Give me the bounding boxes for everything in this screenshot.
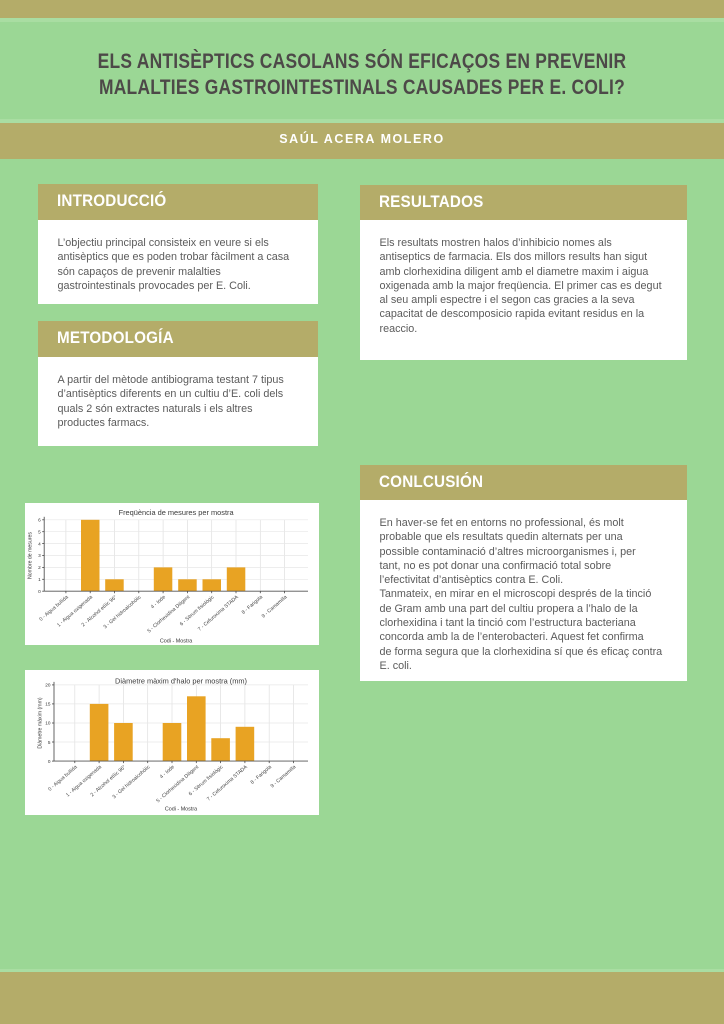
svg-text:2: 2 (38, 565, 41, 570)
svg-text:5 - Clorhexidina Diligent: 5 - Clorhexidina Diligent (146, 593, 191, 633)
svg-text:10: 10 (45, 721, 51, 726)
svg-text:Diàmetre màxim (mm): Diàmetre màxim (mm) (37, 697, 43, 749)
svg-text:9 - Camamilla: 9 - Camamilla (269, 764, 297, 789)
svg-text:6: 6 (38, 517, 41, 522)
svg-text:Diàmetre màxim d'halo per most: Diàmetre màxim d'halo per mostra (mm) (114, 677, 246, 686)
svg-text:5: 5 (38, 529, 41, 534)
svg-text:20: 20 (45, 683, 51, 688)
svg-text:4: 4 (38, 541, 41, 546)
svg-text:5: 5 (47, 740, 50, 745)
svg-text:15: 15 (45, 702, 51, 707)
svg-text:0: 0 (38, 588, 41, 593)
svg-text:8 - Farigola: 8 - Farigola (240, 594, 264, 616)
svg-text:3: 3 (38, 553, 41, 558)
svg-text:9 - Camamilla: 9 - Camamilla (260, 594, 288, 619)
svg-text:Codi - Mostra: Codi - Mostra (164, 807, 196, 813)
svg-text:4 - Iode: 4 - Iode (158, 764, 175, 780)
svg-text:Nombre de mesures: Nombre de mesures (27, 531, 33, 578)
svg-text:7 - Cefuroxima STADA: 7 - Cefuroxima STADA (205, 764, 248, 803)
svg-text:0: 0 (47, 759, 50, 764)
svg-text:Codi - Mostra: Codi - Mostra (159, 638, 191, 644)
svg-text:8 - Farigola: 8 - Farigola (249, 764, 273, 786)
svg-text:4 - Iode: 4 - Iode (149, 594, 166, 610)
svg-text:Freqüència de mesures per most: Freqüència de mesures per mostra (118, 508, 234, 517)
svg-text:1: 1 (38, 577, 41, 582)
svg-text:5 - Clorhexidina Diligent: 5 - Clorhexidina Diligent (155, 764, 200, 804)
svg-text:7 - Cefuroxima STADA: 7 - Cefuroxima STADA (197, 593, 240, 632)
